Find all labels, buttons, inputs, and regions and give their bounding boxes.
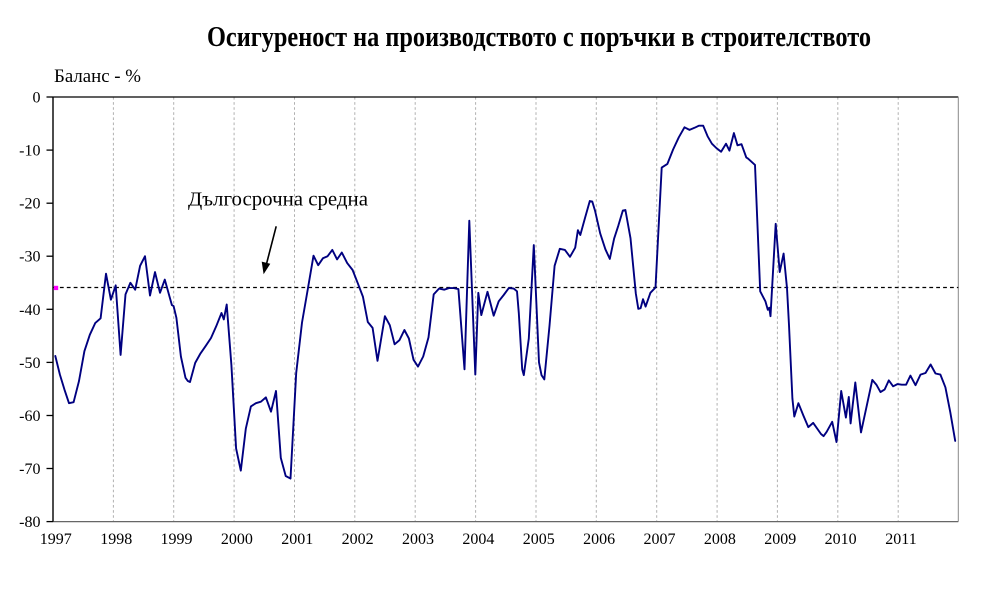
svg-text:-20: -20 xyxy=(19,196,40,213)
svg-text:2005: 2005 xyxy=(523,531,555,548)
svg-text:2000: 2000 xyxy=(221,531,253,548)
svg-text:1997: 1997 xyxy=(40,531,72,548)
svg-text:-50: -50 xyxy=(19,355,40,372)
svg-text:0: 0 xyxy=(33,90,41,107)
svg-text:-60: -60 xyxy=(19,408,40,425)
svg-text:2001: 2001 xyxy=(281,531,313,548)
svg-text:Дългосрочна средна: Дългосрочна средна xyxy=(188,189,368,211)
svg-text:2011: 2011 xyxy=(885,531,916,548)
svg-text:2003: 2003 xyxy=(402,531,434,548)
svg-text:1999: 1999 xyxy=(161,531,193,548)
svg-text:2009: 2009 xyxy=(764,531,796,548)
svg-text:2008: 2008 xyxy=(704,531,736,548)
svg-text:-10: -10 xyxy=(19,143,40,160)
svg-text:1998: 1998 xyxy=(100,531,132,548)
svg-text:-30: -30 xyxy=(19,249,40,266)
svg-text:-40: -40 xyxy=(19,302,40,319)
svg-text:2010: 2010 xyxy=(825,531,857,548)
svg-text:2004: 2004 xyxy=(462,531,494,548)
svg-text:2002: 2002 xyxy=(342,531,374,548)
svg-text:Осигуреност на производството: Осигуреност на производството с поръчки … xyxy=(207,22,871,53)
svg-text:Баланс - %: Баланс - % xyxy=(54,66,141,87)
svg-text:-80: -80 xyxy=(19,514,40,531)
svg-text:2006: 2006 xyxy=(583,531,615,548)
svg-text:-70: -70 xyxy=(19,461,40,478)
svg-text:2007: 2007 xyxy=(644,531,676,548)
